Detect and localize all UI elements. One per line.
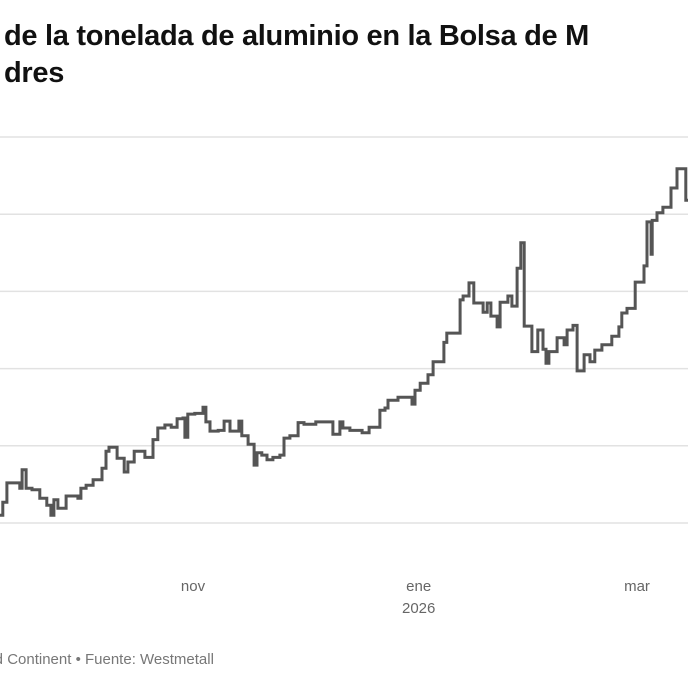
- chart-source-footer: and Continent • Fuente: Westmetall: [0, 651, 214, 668]
- chart-title-line2: dres: [4, 57, 65, 89]
- x-tick-label: nov: [181, 578, 206, 595]
- x-tick-label: mar: [624, 578, 650, 595]
- x-tick-sublabel: 2026: [402, 600, 435, 617]
- chart-title: de la tonelada de aluminio en la Bolsa d…: [4, 18, 589, 92]
- chart-title-line1: de la tonelada de aluminio en la Bolsa d…: [4, 20, 589, 52]
- x-tick-label: ene: [406, 578, 431, 595]
- price-series-line: [0, 167, 688, 517]
